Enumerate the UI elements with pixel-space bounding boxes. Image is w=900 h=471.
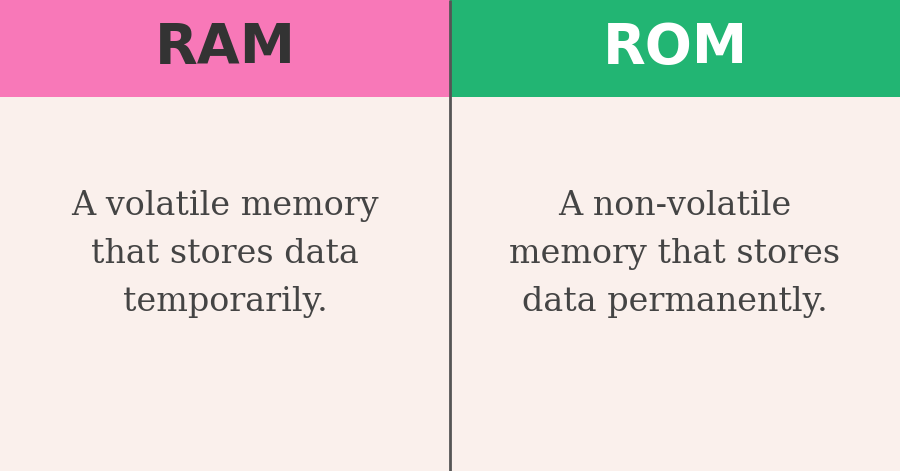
Bar — [450, 97, 900, 471]
Text: A non-volatile
memory that stores
data permanently.: A non-volatile memory that stores data p… — [509, 189, 841, 318]
Text: ROM: ROM — [602, 21, 748, 75]
Bar — [450, 0, 900, 97]
Bar — [0, 0, 450, 97]
Text: A volatile memory
that stores data
temporarily.: A volatile memory that stores data tempo… — [71, 189, 379, 318]
Bar — [0, 97, 450, 471]
Text: RAM: RAM — [155, 21, 295, 75]
